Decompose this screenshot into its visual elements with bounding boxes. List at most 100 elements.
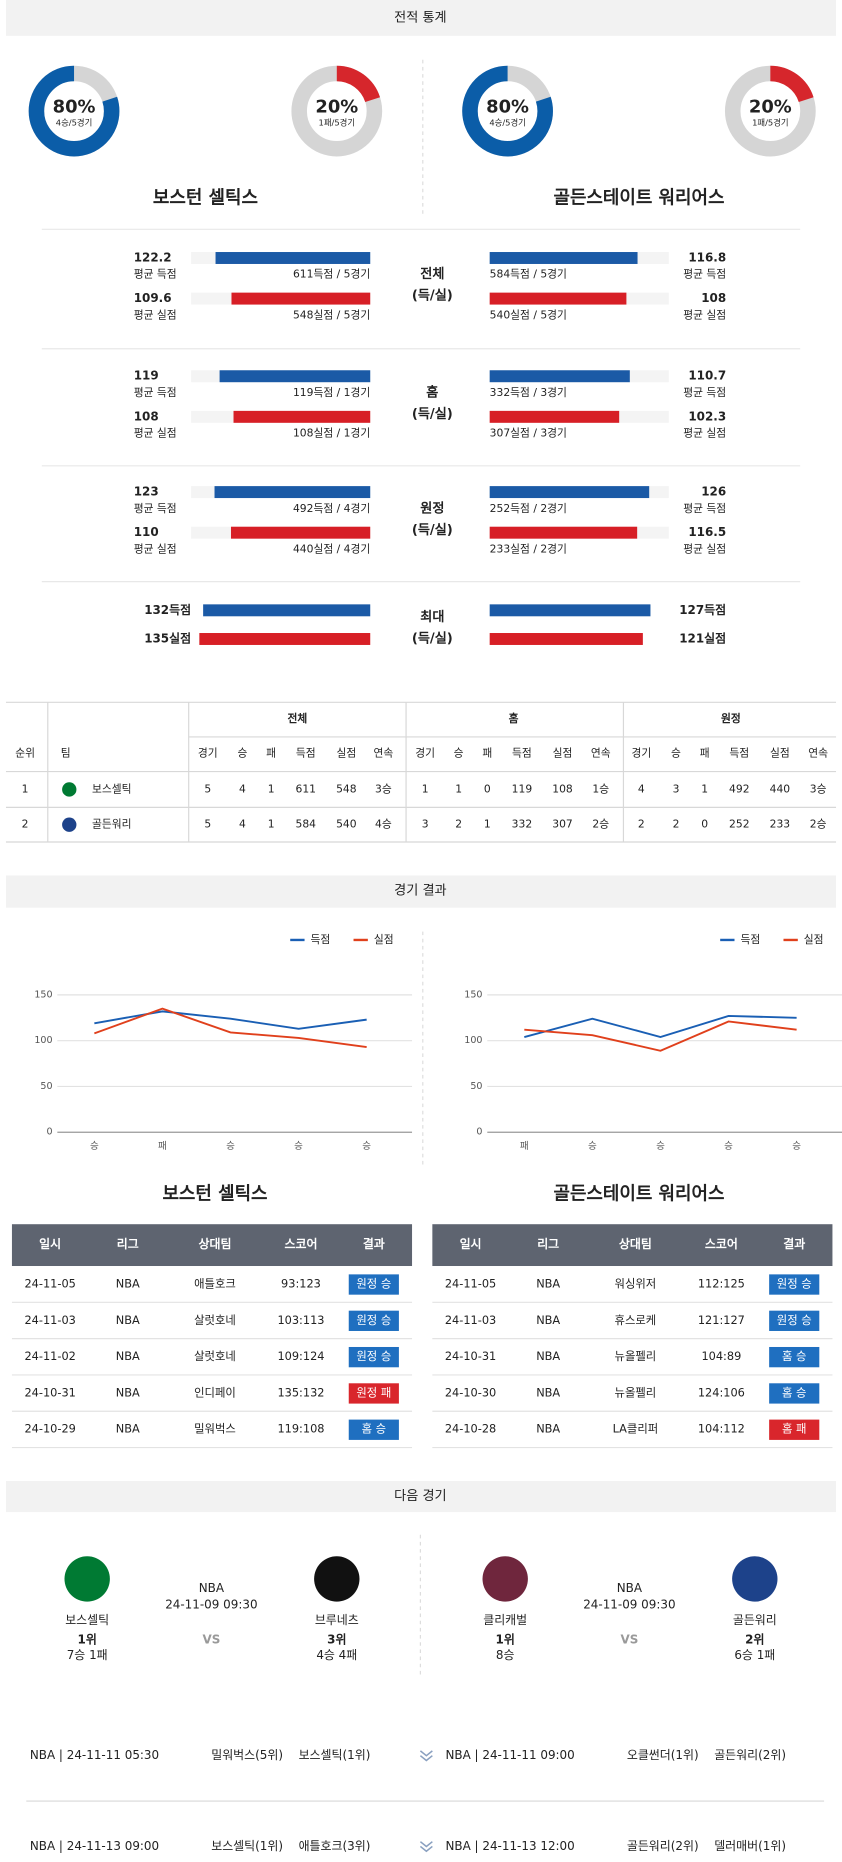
cell: 104:89: [701, 1349, 741, 1363]
bar: [214, 486, 371, 499]
cell: 휴스로케: [615, 1313, 657, 1327]
away-team: 애틀호크(3위): [299, 1839, 371, 1853]
away-team: 델러매버(1위): [714, 1839, 786, 1853]
cell: 492: [729, 782, 750, 795]
cell: 124:106: [698, 1385, 745, 1399]
stat-value: 121실점: [679, 630, 726, 645]
versus: VS: [620, 1632, 638, 1646]
column-header: 승: [671, 747, 681, 760]
bar: [489, 633, 643, 645]
cell: NBA: [116, 1349, 140, 1363]
column-header: 실점: [553, 747, 573, 760]
x-tick-label: 승: [90, 1141, 99, 1152]
result-badge: [348, 1419, 399, 1440]
result-label: 홈 패: [782, 1422, 806, 1436]
stat-value: 110: [134, 525, 159, 539]
column-header: 경기: [198, 747, 218, 760]
team-name: 클리캐벌: [483, 1613, 527, 1627]
result-label: 원정 승: [777, 1313, 812, 1327]
x-tick-label: 승: [588, 1141, 597, 1152]
column-header: 패: [700, 747, 710, 760]
team-name: 브루네츠: [315, 1613, 359, 1627]
game-time: 24-11-09 09:30: [165, 1598, 257, 1612]
away-team: 보스셀틱(1위): [299, 1748, 371, 1762]
y-tick-label: 0: [46, 1127, 52, 1138]
stat-value: 108: [134, 409, 159, 423]
y-tick-label: 150: [464, 989, 482, 1000]
stat-value: 119: [134, 369, 159, 383]
cell: 24-11-05: [24, 1277, 75, 1291]
result-badge: [769, 1419, 820, 1440]
team-logo: [64, 1556, 110, 1602]
stat-detail: 548실점 / 5경기: [293, 308, 370, 321]
series-line: [524, 1020, 797, 1052]
cell: 뉴올펠리: [615, 1349, 657, 1363]
stat-category: 원정: [420, 499, 444, 516]
cell: 93:123: [281, 1277, 321, 1291]
team-name: 보스셀틱: [92, 782, 132, 795]
column-header: 연속: [808, 747, 828, 760]
x-tick-label: 승: [792, 1141, 801, 1152]
cell: 332: [512, 818, 533, 831]
result-label: 원정 패: [356, 1385, 391, 1399]
cell: 1: [422, 782, 429, 795]
stat-label: 평균 득점: [134, 386, 177, 399]
cell: 0: [484, 782, 491, 795]
cell: 1: [268, 782, 275, 795]
bar: [233, 410, 371, 423]
cell: 233: [770, 818, 791, 831]
team-title: 골든스테이트 워리어스: [553, 1182, 724, 1204]
team-title: 보스턴 셀틱스: [162, 1183, 267, 1204]
cell: 5: [204, 818, 211, 831]
table-header: [11, 1224, 413, 1267]
stat-label: 평균 득점: [683, 268, 726, 281]
cell: 5: [204, 782, 211, 795]
donut-label: 20%: [315, 97, 358, 118]
home-team: 오클썬더(1위): [627, 1748, 699, 1762]
donut-label: 80%: [486, 97, 529, 118]
donut-sub: 1패/5경기: [319, 118, 356, 128]
stat-detail: 119득점 / 1경기: [293, 386, 370, 399]
result-label: 원정 승: [356, 1313, 391, 1327]
stat-detail: 252득점 / 2경기: [490, 502, 567, 515]
column-header: 리그: [537, 1236, 559, 1251]
y-tick-label: 100: [34, 1035, 52, 1046]
donut-label: 80%: [53, 97, 96, 118]
x-tick-label: 승: [656, 1141, 665, 1152]
column-header: 득점: [512, 747, 532, 760]
bar: [489, 292, 627, 305]
cell: 4: [239, 782, 246, 795]
team-record: 4승 4패: [316, 1648, 357, 1662]
section-title: 다음 경기: [394, 1488, 446, 1504]
column-header: 스코어: [705, 1236, 738, 1251]
group-header: 원정: [721, 712, 741, 725]
cell: 3: [422, 818, 429, 831]
y-tick-label: 150: [34, 989, 52, 1000]
stat-detail: 492득점 / 4경기: [293, 502, 370, 515]
league: NBA: [617, 1581, 643, 1595]
donut-arc: [462, 65, 553, 157]
team-name: 골든워리: [92, 818, 132, 831]
cell: 24-11-03: [24, 1313, 75, 1327]
stat-label: 평균 득점: [134, 502, 177, 515]
column-header: 승: [238, 747, 248, 760]
team-title: 골든스테이트 워리어스: [553, 186, 724, 208]
team-record: 8승: [496, 1648, 515, 1662]
stat-label: 평균 실점: [134, 308, 177, 321]
team-rank: 1위: [78, 1632, 97, 1646]
cell: 252: [729, 818, 750, 831]
stat-value: 135실점: [144, 630, 191, 645]
column-header: 일시: [39, 1237, 61, 1251]
stat-category: (득/실): [412, 406, 453, 422]
x-tick-label: 패: [520, 1141, 529, 1152]
cell: 2승: [810, 818, 827, 831]
column-header: 팀: [61, 747, 71, 760]
x-tick-label: 승: [362, 1141, 371, 1152]
result-label: 홈 승: [782, 1349, 806, 1363]
cell: 인디페이: [194, 1385, 236, 1399]
cell: 135:132: [277, 1385, 324, 1399]
column-header: 경기: [631, 747, 651, 760]
column-header: 패: [266, 747, 276, 760]
cell: 1: [455, 782, 462, 795]
stat-label: 평균 실점: [134, 542, 177, 555]
